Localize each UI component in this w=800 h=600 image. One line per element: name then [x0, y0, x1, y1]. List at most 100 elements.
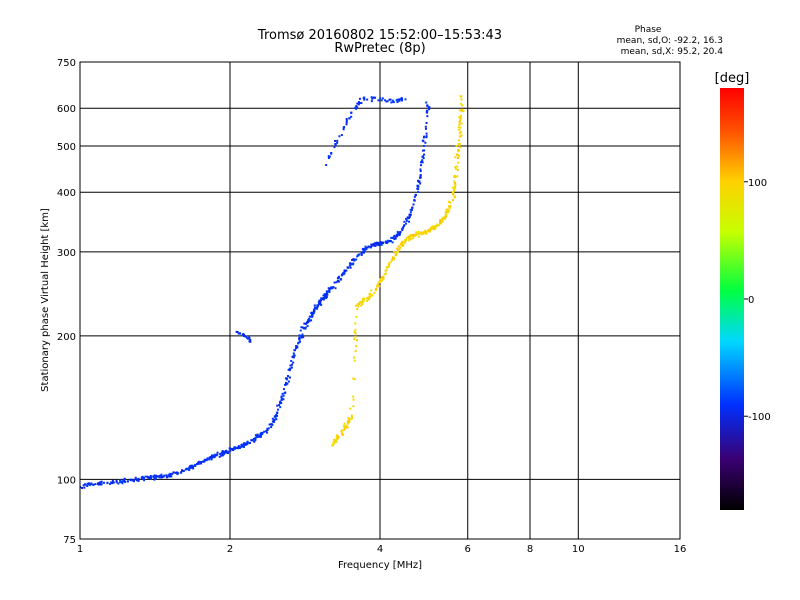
data-point — [349, 266, 352, 269]
data-point — [80, 486, 82, 489]
data-point — [454, 196, 457, 199]
data-point — [267, 427, 270, 430]
data-point — [323, 293, 326, 296]
data-point — [430, 228, 433, 231]
data-point — [316, 306, 319, 309]
x-tick-label: 6 — [465, 544, 471, 555]
data-point — [308, 320, 311, 323]
data-point — [378, 285, 381, 288]
data-point — [356, 106, 359, 109]
data-point — [353, 356, 356, 359]
data-point — [361, 303, 364, 306]
data-point — [388, 263, 391, 266]
data-point — [347, 417, 350, 420]
data-point — [460, 98, 463, 101]
data-point — [387, 265, 390, 268]
data-point — [137, 477, 140, 480]
data-point — [357, 305, 360, 308]
data-point — [384, 99, 387, 102]
data-point — [211, 455, 214, 458]
data-point — [218, 455, 221, 458]
data-point — [242, 442, 245, 445]
data-point — [242, 444, 245, 447]
data-point — [258, 435, 261, 438]
data-point — [409, 208, 412, 211]
data-point — [334, 287, 337, 290]
data-point — [249, 338, 252, 341]
data-point — [458, 116, 461, 119]
data-point — [413, 195, 416, 198]
data-point — [259, 432, 262, 435]
y-tick-label: 500 — [57, 142, 76, 153]
data-point — [374, 241, 377, 244]
data-point — [353, 331, 356, 334]
data-point — [457, 161, 460, 164]
data-point — [336, 277, 339, 280]
data-point — [266, 428, 269, 431]
data-point — [158, 474, 161, 477]
data-point — [290, 359, 293, 362]
data-point — [237, 445, 240, 448]
data-point — [389, 98, 392, 101]
data-point — [288, 367, 291, 370]
data-point — [376, 241, 379, 244]
data-point — [221, 451, 224, 454]
data-point — [123, 480, 126, 483]
data-point — [292, 352, 295, 355]
data-point — [455, 153, 458, 156]
data-point — [88, 482, 91, 485]
data-point — [245, 335, 248, 338]
data-point — [380, 243, 383, 246]
phase-stats-heading: Phase — [635, 25, 662, 35]
data-point — [276, 412, 279, 415]
data-point — [459, 95, 462, 98]
data-point — [279, 406, 282, 409]
data-point — [336, 279, 339, 282]
data-point — [231, 447, 234, 450]
data-point — [190, 464, 193, 467]
data-point — [454, 156, 457, 159]
data-point — [156, 475, 159, 478]
data-point — [458, 142, 461, 145]
data-point — [376, 283, 379, 286]
data-point — [375, 243, 378, 246]
data-point — [372, 243, 375, 246]
y-axis-ticks: 75 100 200 300 400 500 600 750 — [57, 58, 76, 546]
data-point — [313, 310, 316, 313]
data-point — [444, 215, 447, 218]
data-point — [353, 378, 356, 381]
data-point — [424, 125, 427, 128]
data-point — [281, 397, 284, 400]
data-point — [355, 315, 358, 318]
data-point — [351, 258, 354, 261]
data-point — [184, 468, 187, 471]
data-point — [453, 188, 456, 191]
x-tick-label: 8 — [527, 544, 533, 555]
data-point — [169, 474, 172, 477]
data-point — [415, 233, 418, 236]
data-point — [299, 340, 302, 343]
data-point — [313, 304, 316, 307]
data-point — [86, 485, 89, 488]
data-point — [325, 164, 328, 167]
data-point — [409, 211, 412, 214]
data-point — [456, 165, 459, 168]
data-point — [270, 423, 273, 426]
data-point — [106, 481, 109, 484]
data-point — [340, 430, 343, 433]
data-point — [398, 99, 401, 102]
data-point — [363, 247, 366, 250]
data-point — [446, 211, 449, 214]
data-point — [356, 255, 359, 258]
data-point — [273, 415, 276, 418]
data-point — [406, 236, 409, 239]
data-point — [434, 225, 437, 228]
data-point — [374, 244, 377, 247]
data-point — [411, 234, 414, 237]
data-point — [425, 230, 428, 233]
data-point — [356, 308, 359, 311]
data-point — [275, 413, 278, 416]
data-point — [393, 238, 396, 241]
data-point — [332, 285, 335, 288]
data-point — [417, 191, 420, 194]
